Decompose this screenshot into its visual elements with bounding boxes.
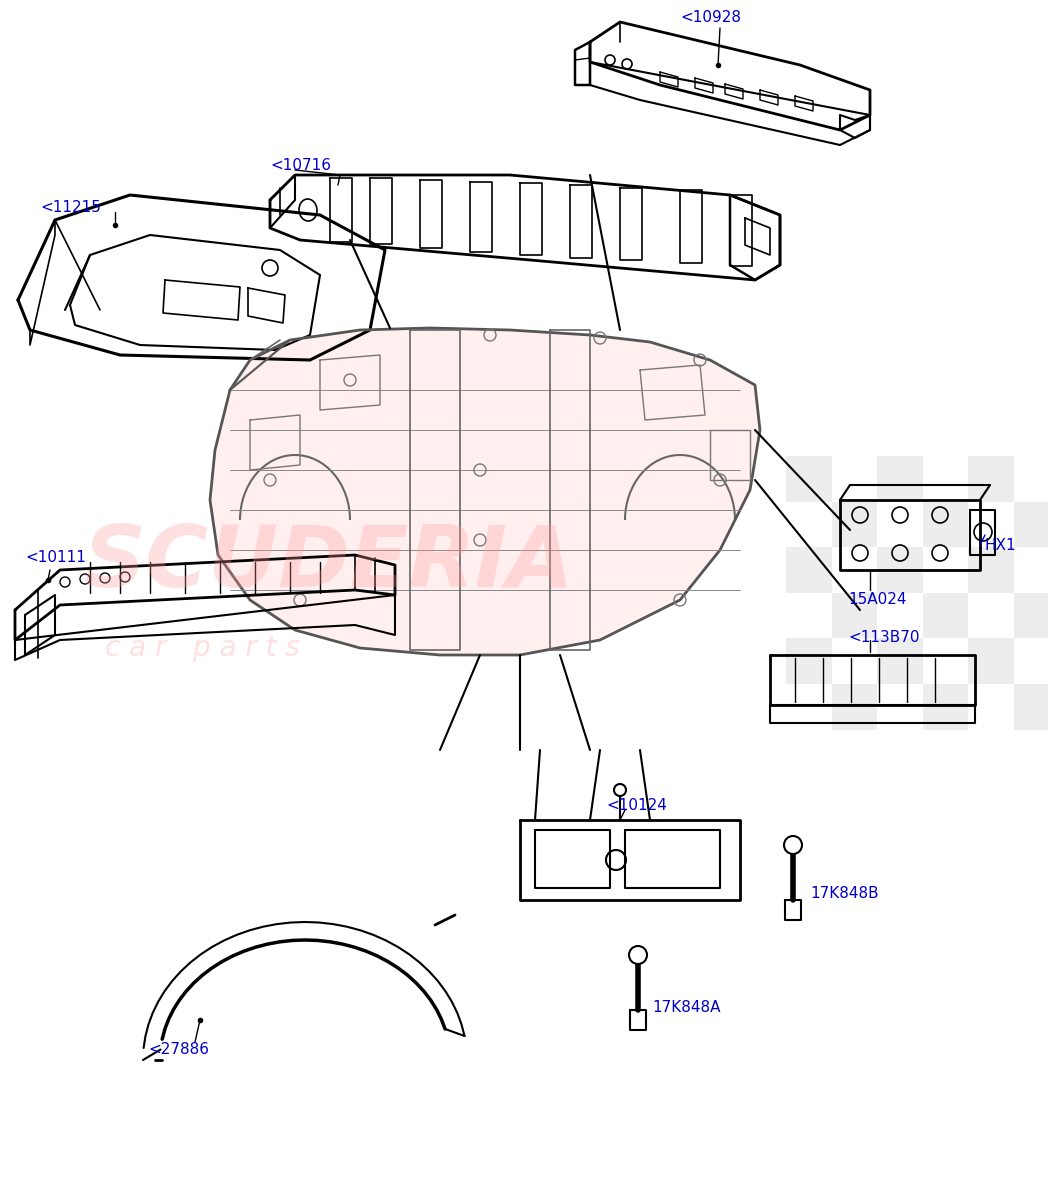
Text: <10111: <10111: [25, 550, 86, 564]
Bar: [832, 456, 877, 502]
Bar: [923, 593, 968, 638]
Bar: [1014, 593, 1048, 638]
Polygon shape: [210, 328, 760, 655]
Bar: [877, 638, 923, 684]
Text: <10928: <10928: [680, 11, 741, 25]
Bar: [968, 547, 1014, 593]
Bar: [968, 684, 1014, 730]
Bar: [1014, 502, 1048, 547]
Circle shape: [614, 784, 626, 796]
Bar: [968, 456, 1014, 502]
Bar: [786, 684, 832, 730]
Text: SCUDERIA: SCUDERIA: [84, 522, 574, 606]
Bar: [786, 593, 832, 638]
Bar: [1014, 456, 1048, 502]
Bar: [832, 593, 877, 638]
Bar: [786, 456, 832, 502]
Text: <113B70: <113B70: [848, 630, 919, 646]
Text: 15A024: 15A024: [848, 593, 907, 607]
Bar: [832, 638, 877, 684]
Text: HX1: HX1: [985, 538, 1017, 552]
Bar: [968, 502, 1014, 547]
Bar: [832, 502, 877, 547]
Bar: [877, 593, 923, 638]
Text: c a r   p a r t s: c a r p a r t s: [105, 634, 300, 662]
Bar: [832, 547, 877, 593]
Text: <10124: <10124: [606, 798, 667, 812]
Bar: [877, 547, 923, 593]
Bar: [923, 502, 968, 547]
Bar: [923, 684, 968, 730]
Text: 17K848A: 17K848A: [652, 1001, 721, 1015]
Bar: [923, 547, 968, 593]
Bar: [786, 638, 832, 684]
Text: <10716: <10716: [270, 157, 331, 173]
Bar: [877, 456, 923, 502]
Text: <27886: <27886: [148, 1043, 209, 1057]
Bar: [877, 502, 923, 547]
Text: 17K848B: 17K848B: [810, 886, 878, 900]
Bar: [923, 456, 968, 502]
Bar: [1014, 638, 1048, 684]
Bar: [832, 684, 877, 730]
Bar: [968, 638, 1014, 684]
Bar: [1014, 684, 1048, 730]
Bar: [923, 638, 968, 684]
Bar: [1014, 547, 1048, 593]
Circle shape: [784, 836, 802, 854]
Bar: [786, 547, 832, 593]
Text: <11215: <11215: [40, 200, 101, 216]
Bar: [786, 502, 832, 547]
Bar: [968, 593, 1014, 638]
Bar: [877, 684, 923, 730]
Circle shape: [629, 946, 647, 964]
